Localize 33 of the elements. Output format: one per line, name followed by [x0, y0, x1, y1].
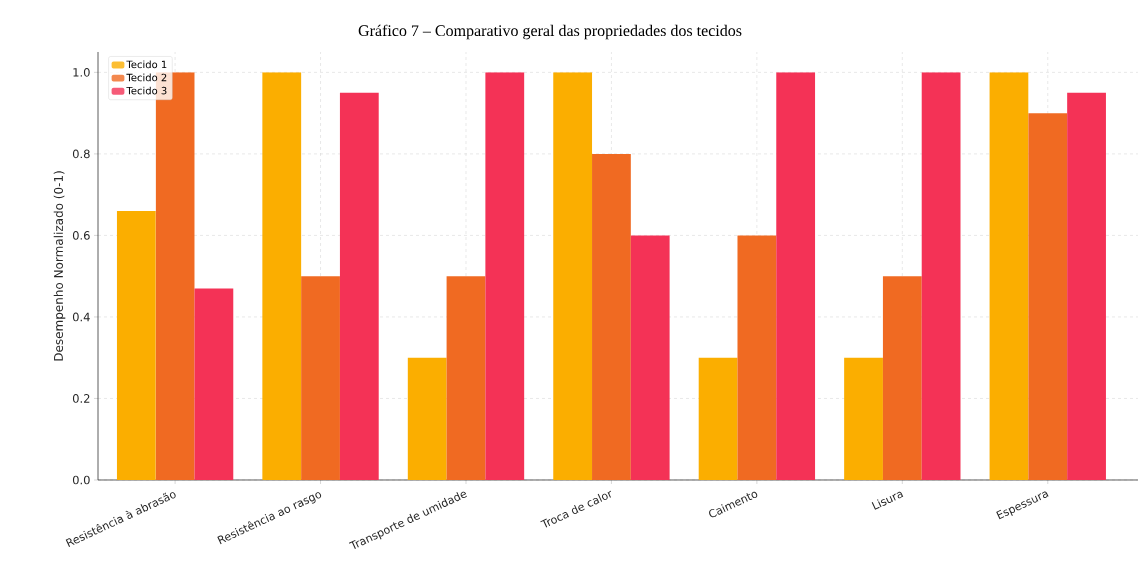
- bar: [553, 72, 593, 480]
- bar: [882, 276, 922, 480]
- chart-title: Gráfico 7 – Comparativo geral das propriedades dos tecidos: [358, 24, 742, 40]
- bar: [698, 357, 738, 480]
- y-tick-label: 0.0: [72, 475, 90, 485]
- bar: [262, 72, 302, 480]
- bar: [592, 153, 631, 480]
- bar: [989, 72, 1029, 480]
- y-tick-label: 1.0: [73, 68, 90, 77]
- x-tick-label: Troca de calor: [540, 490, 612, 528]
- bar: [301, 276, 340, 480]
- bar: [737, 235, 777, 480]
- bar: [194, 288, 234, 480]
- legend-label: Tecido 3: [126, 86, 167, 95]
- y-tick-label: 0.2: [72, 394, 90, 403]
- bar: [844, 357, 883, 480]
- bar: [630, 235, 670, 480]
- bar: [776, 72, 816, 480]
- bar: [446, 276, 486, 480]
- bar: [485, 72, 525, 480]
- y-tick-label: 0.8: [72, 149, 90, 159]
- y-tick-label: 0.6: [72, 231, 90, 240]
- bar: [1067, 92, 1106, 480]
- legend-label: Tecido 1: [126, 60, 167, 69]
- bar: [155, 72, 195, 480]
- bar: [407, 357, 447, 480]
- bar: [339, 92, 379, 480]
- bar: [1028, 113, 1068, 480]
- bar: [116, 210, 156, 480]
- y-axis-title: Desempenho Normalizado (0-1): [53, 171, 66, 361]
- legend-label: Tecido 2: [126, 73, 167, 82]
- bar: [921, 72, 961, 480]
- y-tick-label: 0.4: [72, 312, 90, 322]
